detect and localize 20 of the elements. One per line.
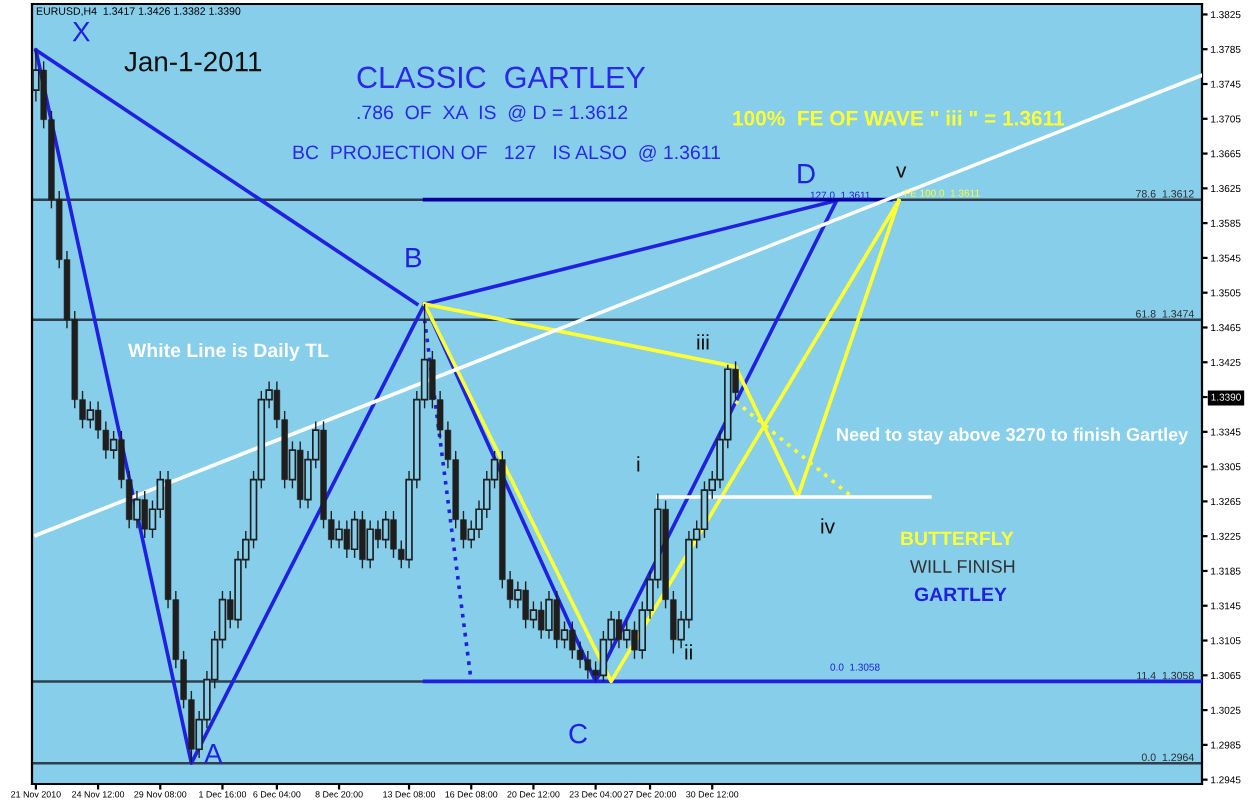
annotation: WILL FINISH [910,560,1015,573]
annotation: iv [821,518,835,534]
annotation: 100% FE OF WAVE " iii " = 1.3611 [733,110,1065,126]
annotation: A [204,744,223,764]
annotation: GARTLEY [914,587,1007,602]
annotation: Need to stay above 3270 to finish Gartley [837,427,1189,445]
annotation: BUTTERFLY [901,531,1014,546]
annotation: BC PROJECTION OF 127 IS ALSO @ 1.3611 [293,144,721,162]
annotation: C [569,723,587,744]
annotation: Jan-1-2011 [124,51,262,72]
annotation: D [798,164,815,184]
annotation: CLASSIC GARTLEY [357,66,646,89]
annotation: B [406,248,422,268]
annotation: X [72,22,90,42]
annotation: iii [697,334,709,350]
annotation: .786 OF XA IS @ D = 1.3612 [357,104,628,122]
annotation: i [637,456,640,472]
annotation: White Line is Daily TL [128,342,329,362]
annotation: ii [685,644,692,660]
annotation: v [896,166,907,178]
